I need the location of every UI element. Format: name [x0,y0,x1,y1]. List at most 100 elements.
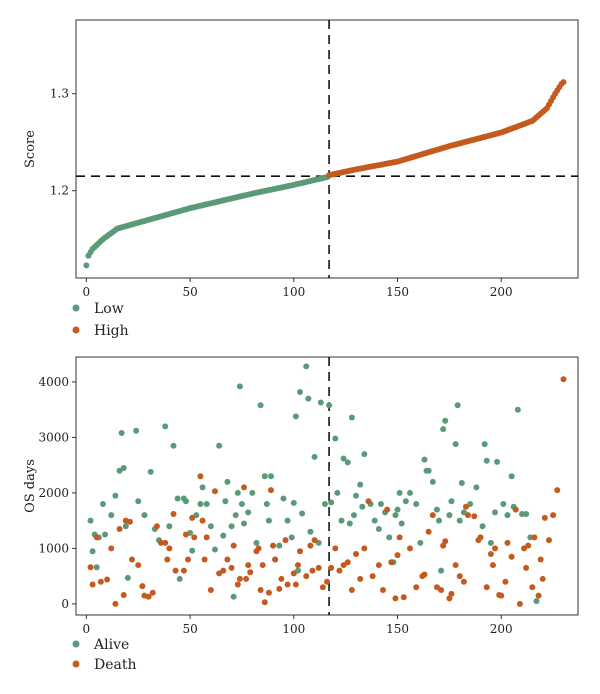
point-death [489,562,496,569]
point-alive [147,468,154,475]
point-death [388,559,395,566]
point-death [224,556,231,563]
y-tick-label: 1000 [38,541,69,555]
point-death [201,556,208,563]
point-alive [108,512,115,519]
point-death [380,587,387,594]
legend-marker-death [72,660,80,668]
point-alive [492,509,499,516]
legend-marker-high [72,326,80,334]
point-death [290,570,297,577]
point-alive [508,473,515,480]
point-alive [199,484,206,491]
point-death [189,514,196,521]
point-death [531,534,538,541]
point-alive [166,523,173,530]
point-alive [249,489,256,496]
point-death [421,571,428,578]
point-death [278,575,285,582]
point-alive [311,453,318,460]
point-alive [207,523,214,530]
point-death [230,542,237,549]
y-tick-label: 0 [61,597,69,611]
point-alive [305,395,312,402]
point-alive [228,523,235,530]
point-death [307,542,314,549]
point-alive [440,426,447,433]
point-death [483,584,490,591]
point-alive [112,492,119,499]
point-death [315,564,322,571]
point-alive [504,512,511,519]
point-alive [261,473,268,480]
point-death [292,581,299,588]
point-alive [386,534,393,541]
point-death [348,587,355,594]
point-alive [122,523,129,530]
point-alive [162,423,169,430]
point-death [560,376,567,383]
point-alive [371,517,378,524]
point-death [162,539,169,546]
point-alive [135,498,142,505]
point-death [425,528,432,535]
point-alive [276,542,283,549]
point-death [153,523,160,530]
point-alive [257,402,264,409]
point-alive [334,489,341,496]
point-alive [406,489,413,496]
point-alive [361,451,368,458]
point-alive [292,413,299,420]
point-alive [481,441,488,448]
point-alive [236,383,243,390]
point-death [471,513,478,520]
x-tick-label: 0 [83,622,91,636]
point-alive [392,512,399,519]
point-death [185,556,192,563]
point-death [97,578,104,585]
point-alive [483,457,490,464]
point-alive [357,481,364,488]
point-alive [299,510,306,517]
point-alive [284,517,291,524]
point-death [477,534,484,541]
point-death [236,575,243,582]
point-alive [118,430,125,437]
point-alive [433,506,440,513]
point-alive [338,517,345,524]
point-death [353,550,360,557]
y-tick-label: 3000 [38,430,69,444]
point-alive [182,498,189,505]
point-death [284,581,291,588]
point-death [400,594,407,601]
point-death [220,567,227,574]
y-axis-title: Score [23,130,38,168]
point-death [452,562,459,569]
point-alive [429,478,436,485]
point-alive [170,442,177,449]
point-alive [375,526,382,532]
point-death [545,537,552,544]
point-alive [87,517,94,524]
point-death [135,562,142,569]
point-death [247,569,254,576]
point-death [394,552,401,559]
y-axis-title: OS days [23,459,38,513]
point-death [207,587,214,594]
point-death [139,583,146,590]
point-alive [523,511,530,518]
point-alive [238,501,245,508]
point-death [550,512,557,519]
y-tick-label: 1.2 [50,184,69,198]
point-death [104,576,111,583]
point-alive [402,498,409,505]
point-alive [280,495,287,502]
point-death [303,573,310,580]
point-death [460,578,467,585]
point-death [523,564,530,571]
plot-frame [75,19,579,279]
point-alive [297,388,304,395]
x-tick-label: 100 [282,285,305,299]
legend-label-low: Low [94,301,124,317]
